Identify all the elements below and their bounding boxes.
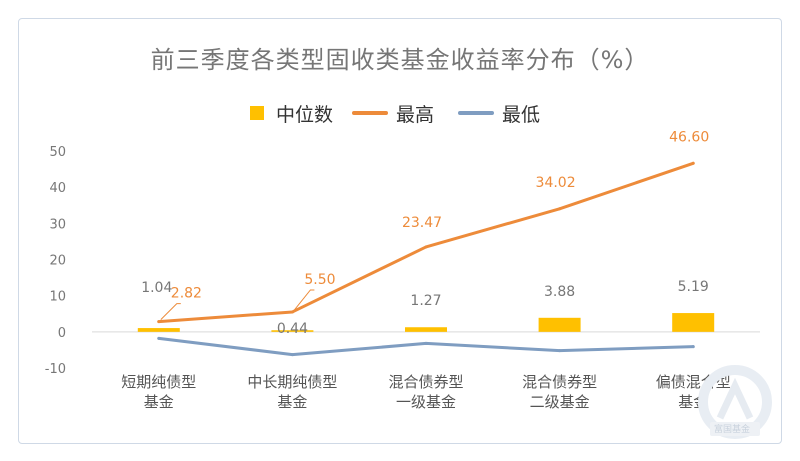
legend-label-median: 中位数 [276, 103, 334, 126]
median-data-label: 5.19 [678, 279, 709, 295]
min-series-point [424, 341, 428, 345]
min-series-point [691, 345, 695, 349]
min-series-point [558, 349, 562, 353]
max-label-leader [160, 303, 181, 320]
legend: 中位数 最高 最低 [0, 98, 800, 128]
median-bar [271, 330, 314, 332]
y-tick-label: 40 [49, 181, 66, 196]
x-category-label: 混合债券型 [522, 373, 597, 391]
watermark-text: 富国基金 [714, 425, 751, 435]
y-tick-label: 10 [49, 290, 66, 305]
watermark-logo: 富国基金 [690, 360, 780, 442]
max-data-label: 46.60 [669, 129, 709, 145]
max-data-label: 2.82 [171, 286, 202, 302]
max-data-label: 23.47 [402, 215, 442, 231]
y-tick-label: -10 [45, 362, 66, 377]
max-label-leader [294, 289, 315, 311]
x-category-label: 混合债券型 [388, 373, 463, 391]
median-bar [538, 317, 581, 332]
x-category-label: 短期纯债型 [121, 373, 196, 391]
min-series-point [290, 353, 294, 357]
min-series-line [157, 336, 695, 357]
min-series-point [157, 336, 161, 340]
max-series-point [558, 207, 562, 211]
median-data-label: 1.04 [141, 280, 172, 296]
median-data-label: 1.27 [410, 293, 441, 309]
x-category-label: 一级基金 [396, 393, 456, 411]
legend-item-max: 最高 [352, 98, 434, 128]
y-tick-label: 0 [58, 326, 66, 341]
y-tick-label: 30 [49, 217, 66, 232]
watermark-icon [698, 365, 772, 439]
max-series-point [157, 320, 161, 324]
max-series-point [424, 245, 428, 249]
median-data-label: 0.44 [277, 321, 308, 337]
legend-item-median: 中位数 [250, 98, 333, 128]
legend-item-min: 最低 [458, 98, 540, 128]
x-category-label: 基金 [277, 393, 307, 411]
max-data-label: 5.50 [304, 272, 335, 288]
chart-frame [18, 18, 782, 444]
chart-title: 前三季度各类型固收类基金收益率分布（%） [150, 46, 650, 74]
median-bar [405, 327, 447, 332]
legend-label-min: 最低 [502, 103, 541, 126]
max-data-label: 34.02 [536, 175, 576, 191]
median-data-label: 3.88 [544, 284, 575, 300]
y-tick-label: 20 [49, 254, 66, 269]
legend-label-max: 最高 [396, 103, 435, 126]
y-tick-label: 50 [49, 145, 66, 160]
legend-swatch-median [250, 106, 264, 120]
x-category-label: 基金 [144, 393, 174, 411]
median-bar [137, 328, 180, 332]
max-series-point [290, 310, 294, 314]
legend-swatch-min [458, 111, 494, 115]
max-series-point [691, 161, 695, 165]
legend-swatch-max [352, 111, 388, 115]
median-bar [672, 313, 715, 332]
x-category-label: 中长期纯债型 [247, 373, 337, 391]
x-category-label: 二级基金 [530, 393, 590, 411]
